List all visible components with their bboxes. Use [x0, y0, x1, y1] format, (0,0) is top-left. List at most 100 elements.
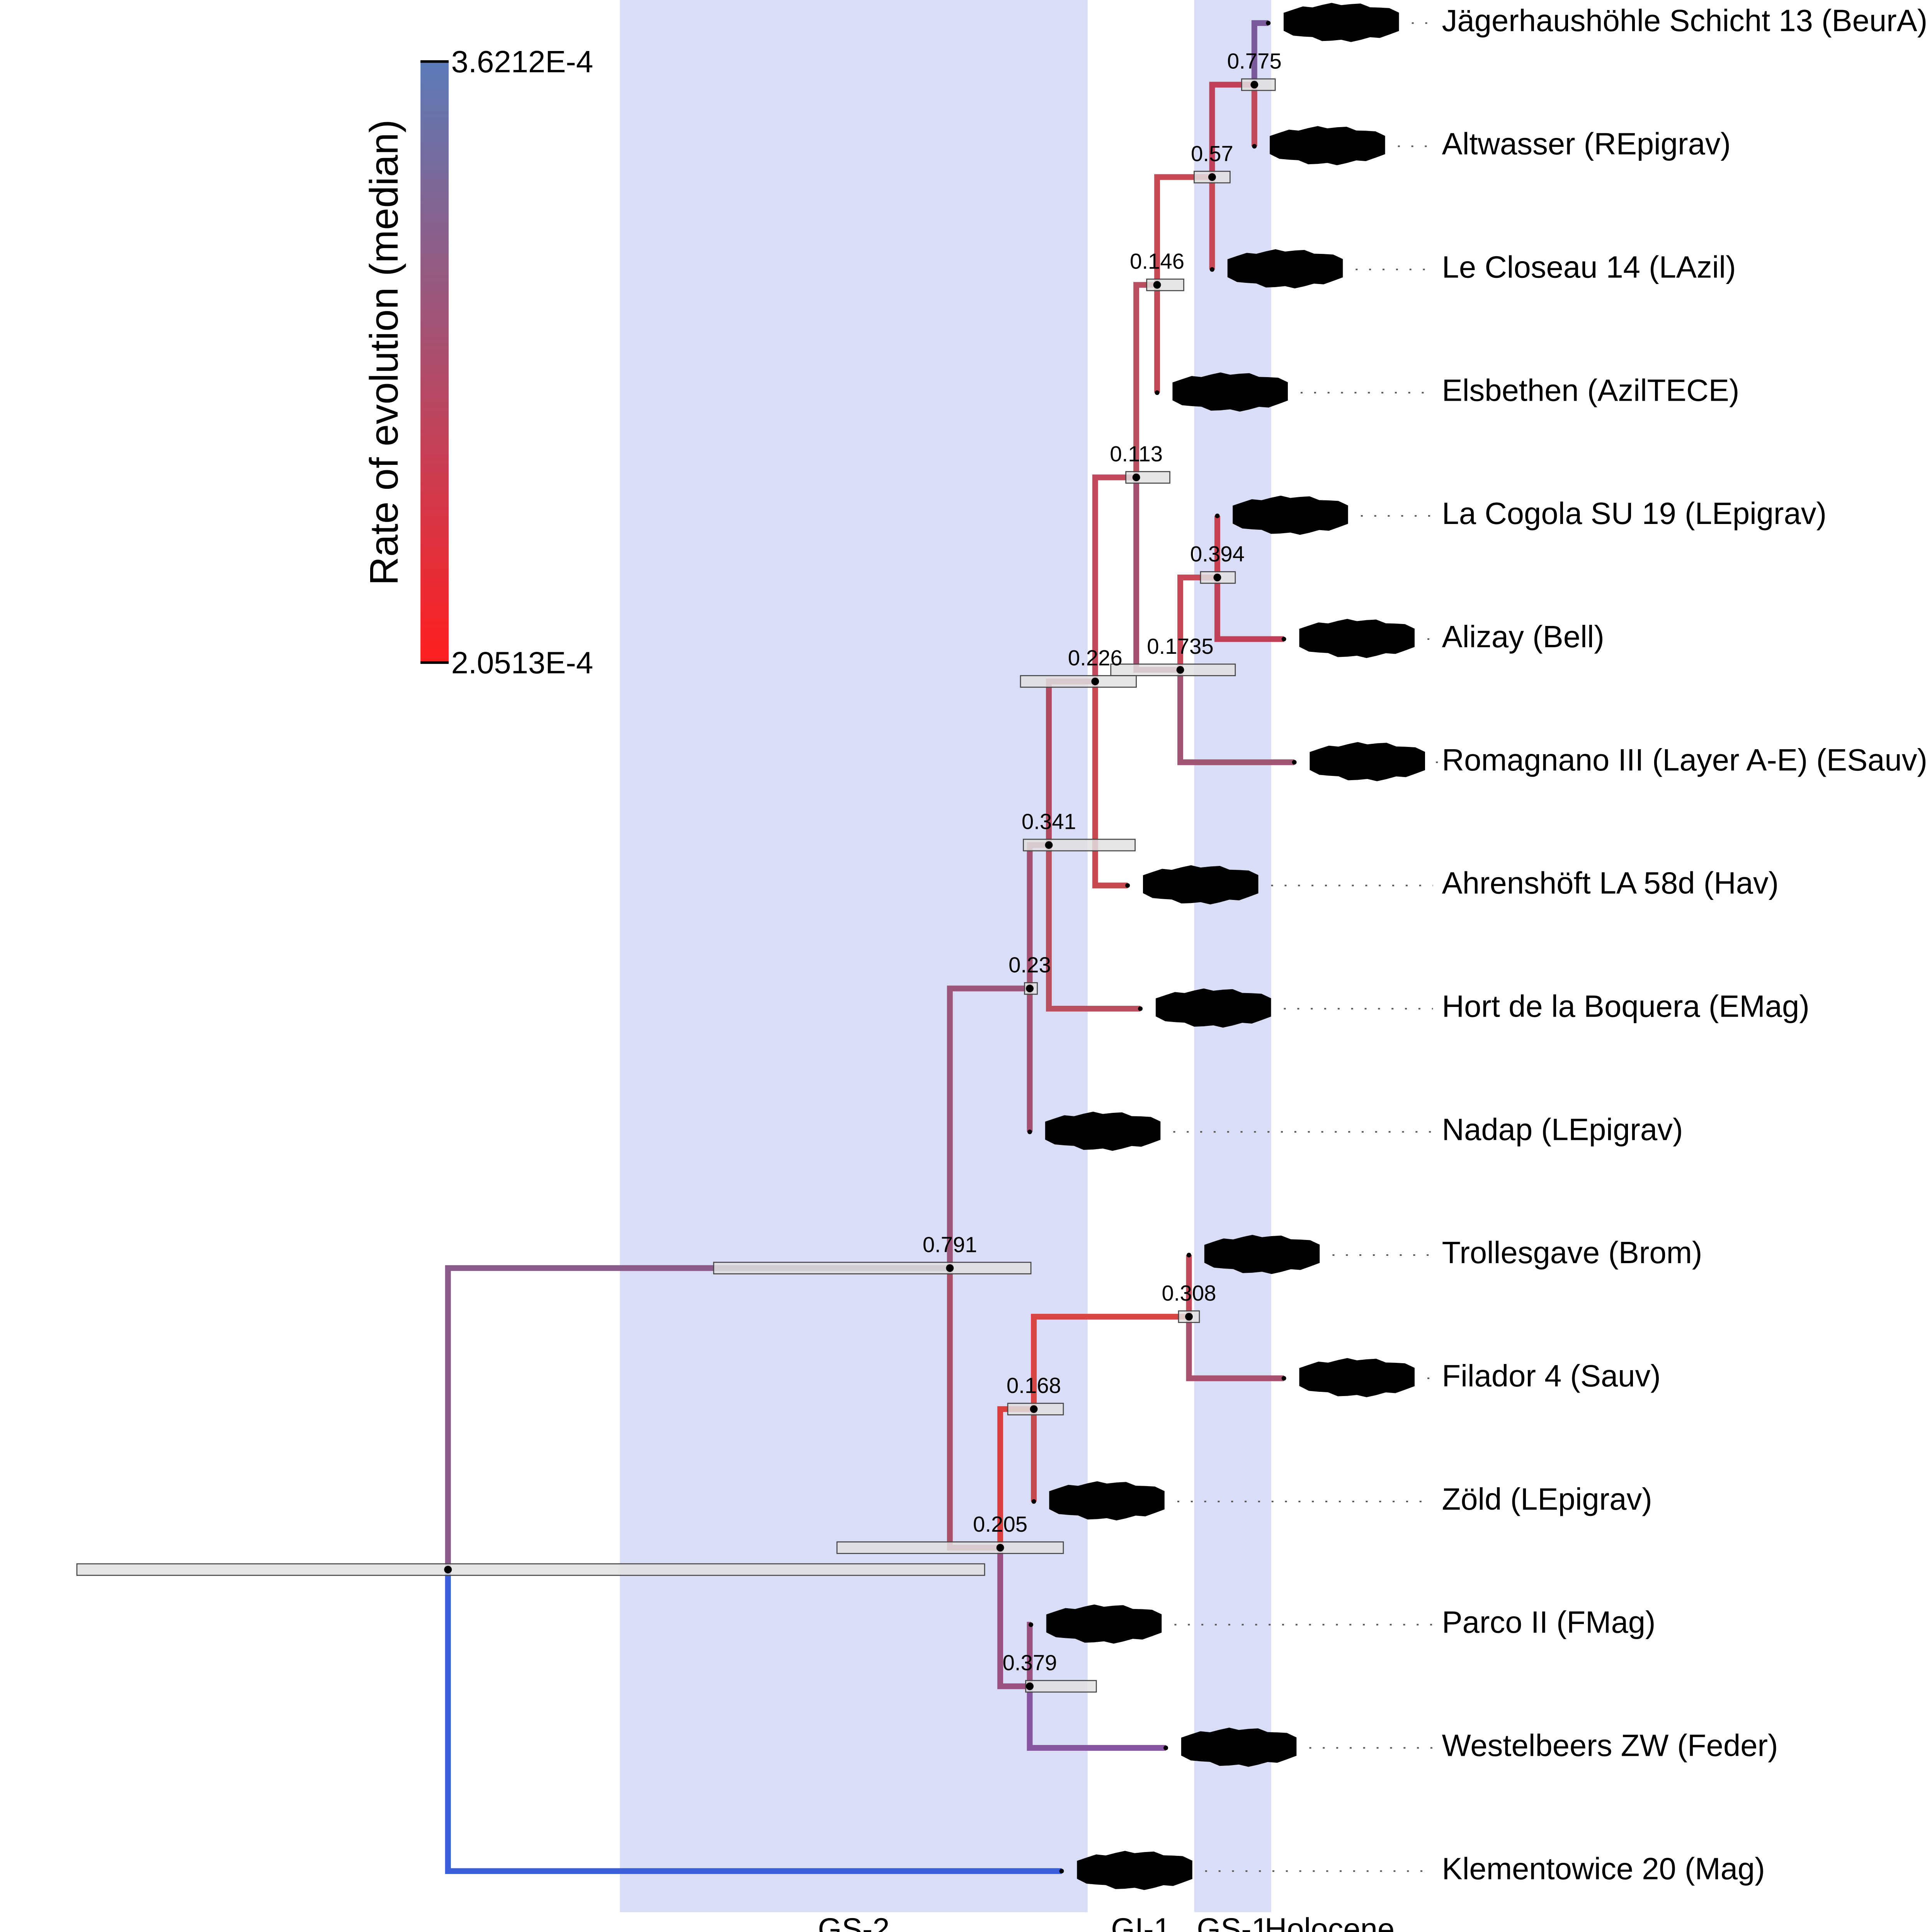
tip-point: [1059, 1869, 1064, 1874]
tip-label: Altwasser (REpigrav): [1442, 127, 1731, 161]
tip-label: Zöld (LEpigrav): [1442, 1482, 1652, 1516]
artefact-silhouette: [1077, 1851, 1192, 1890]
age-interval: [1110, 663, 1236, 676]
artefact-silhouette: [1143, 865, 1259, 905]
artefact-silhouette: [1049, 1481, 1165, 1520]
node-point: [1185, 1313, 1193, 1321]
artefact-silhouette: [1172, 372, 1288, 412]
support-label: 0.791: [923, 1232, 977, 1257]
artefact-silhouette: [1227, 249, 1343, 289]
node-point: [1176, 666, 1184, 674]
branch: [1027, 1686, 1166, 1751]
artefact-silhouette: [1299, 619, 1415, 658]
branch: [1031, 1314, 1189, 1409]
tip-point: [1163, 1745, 1168, 1750]
age-interval: [1020, 675, 1137, 688]
branch: [1046, 845, 1141, 1012]
age-interval: [836, 1541, 1064, 1554]
tip-label: Trollesgave (Brom): [1442, 1235, 1702, 1270]
tip-label: Hort de la Boquera (EMag): [1442, 989, 1810, 1023]
age-interval: [76, 1563, 985, 1576]
tip-label: Le Closeau 14 (LAzil): [1442, 250, 1736, 284]
support-label: 0.23: [1009, 953, 1051, 977]
artefact-silhouette: [1299, 1358, 1415, 1398]
branch: [1177, 670, 1294, 765]
support-label: 0.308: [1162, 1281, 1216, 1305]
node-point: [1091, 677, 1099, 685]
support-label: 0.205: [973, 1512, 1027, 1536]
node-point: [1153, 281, 1161, 289]
branch: [1214, 577, 1284, 642]
tip-point: [1027, 1129, 1032, 1134]
artefact-silhouette: [1310, 742, 1425, 781]
tip-label: La Cogola SU 19 (LEpigrav): [1442, 496, 1827, 531]
artefact-silhouette: [1284, 3, 1399, 42]
colorbar: [420, 61, 449, 663]
period-label: GI-1: [1111, 1912, 1171, 1932]
support-label: 0.775: [1227, 49, 1282, 73]
age-interval: [1025, 1680, 1097, 1693]
age-interval: [713, 1262, 1032, 1275]
node-point: [1213, 573, 1221, 582]
tip-label: Filador 4 (Sauv): [1442, 1359, 1661, 1393]
support-label: 0.1735: [1147, 634, 1213, 658]
node-point: [444, 1566, 452, 1574]
tip-label: Parco II (FMag): [1442, 1605, 1656, 1639]
tip-point: [1138, 1006, 1143, 1011]
artefact-silhouette: [1155, 988, 1271, 1028]
artefact-silhouette: [1233, 495, 1348, 535]
tip-point: [1215, 514, 1220, 519]
tip-label: Alizay (Bell): [1442, 619, 1604, 654]
tip-point: [1209, 267, 1214, 272]
support-label: 0.379: [1002, 1651, 1057, 1675]
branch: [1186, 1316, 1284, 1381]
support-label: 0.341: [1022, 809, 1076, 833]
tip-point: [1252, 144, 1257, 149]
tip-label: Nadap (LEpigrav): [1442, 1112, 1683, 1146]
tip-label: Elsbethen (AzilTECE): [1442, 373, 1740, 407]
tip-point: [1029, 1622, 1033, 1627]
artefact-silhouette: [1181, 1728, 1297, 1767]
tip-point: [1281, 636, 1286, 641]
tip-point: [1187, 1253, 1191, 1258]
support-label: 0.168: [1007, 1373, 1061, 1398]
nodes: [444, 20, 1297, 1874]
node-point: [1208, 173, 1216, 181]
support-label: 0.57: [1191, 141, 1233, 166]
node-point: [1026, 985, 1034, 993]
tip-point: [1125, 883, 1130, 888]
tip-point: [1266, 20, 1271, 26]
node-point: [1026, 1682, 1034, 1690]
branch: [1092, 474, 1136, 682]
branch: [1251, 20, 1269, 85]
support-label: 0.394: [1190, 542, 1245, 566]
support-label: 0.146: [1130, 249, 1184, 274]
node-point: [996, 1544, 1004, 1552]
age-interval: [1241, 78, 1276, 91]
tip-point: [1155, 390, 1160, 395]
labels: Jägerhaushöhle Schicht 13 (BeurA) Altwass…: [923, 3, 1927, 1890]
period-label: Holocene: [1265, 1912, 1395, 1932]
artefact-silhouette: [1045, 1111, 1161, 1151]
tip-label: Ahrenshöft LA 58d (Hav): [1442, 866, 1779, 900]
branch: [1092, 681, 1128, 889]
period-label: GS-1: [1197, 1912, 1269, 1932]
support-label: 0.113: [1110, 442, 1163, 466]
colorbar-max-label: 3.6212E-4: [451, 44, 593, 79]
period-label: GS-2: [818, 1912, 890, 1932]
tip-point: [1031, 1499, 1036, 1504]
node-point: [1250, 81, 1259, 89]
artefact-silhouette: [1270, 126, 1385, 165]
artefact-silhouette: [1204, 1235, 1320, 1274]
node-point: [1030, 1405, 1038, 1413]
tip-point: [1292, 760, 1297, 765]
period-band: [1194, 0, 1271, 1912]
node-point: [946, 1264, 954, 1272]
tip-label: Romagnano III (Layer A-E) (ESauv): [1442, 743, 1927, 777]
tip-point: [1281, 1376, 1286, 1381]
tip-label: Westelbeers ZW (Feder): [1442, 1728, 1778, 1763]
branch: [997, 1548, 1030, 1689]
support-label: 0.226: [1068, 646, 1122, 670]
node-point: [1045, 841, 1053, 849]
